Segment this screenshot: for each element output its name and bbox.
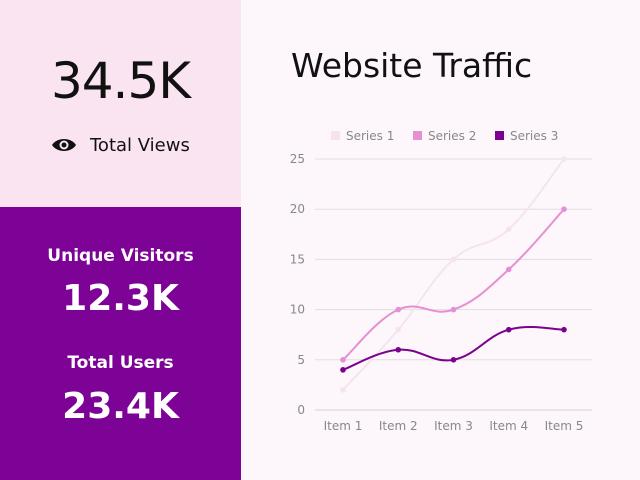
- chart-title: Website Traffic: [291, 46, 533, 85]
- data-point: [395, 306, 402, 313]
- data-point: [561, 326, 567, 333]
- total-users-value: 23.4K: [62, 386, 179, 427]
- data-point: [340, 367, 346, 373]
- legend-label: Series 1: [346, 129, 394, 143]
- y-tick-label: 0: [297, 403, 305, 417]
- unique-visitors-label: Unique Visitors: [47, 246, 194, 266]
- data-point: [505, 226, 512, 233]
- y-tick-label: 5: [297, 353, 305, 367]
- data-point: [450, 357, 457, 363]
- y-tick-label: 10: [290, 303, 305, 317]
- legend-swatch: [331, 131, 340, 140]
- x-tick-label: Item 5: [545, 419, 584, 433]
- visitors-panel: [0, 207, 241, 480]
- data-point: [561, 156, 567, 162]
- x-tick-label: Item 1: [324, 419, 363, 433]
- series-line-2: [342, 208, 565, 361]
- x-tick-label: Item 4: [489, 419, 528, 433]
- data-point: [505, 266, 512, 273]
- data-point: [340, 357, 346, 363]
- x-tick-label: Item 3: [434, 419, 473, 433]
- legend-label: Series 2: [428, 129, 476, 143]
- data-point: [450, 306, 457, 313]
- x-tick-label: Item 2: [379, 419, 418, 433]
- total-views-value: 34.5K: [50, 52, 191, 110]
- eye-icon: [52, 139, 76, 151]
- data-point: [395, 346, 402, 353]
- data-point: [561, 206, 567, 212]
- views-panel: [0, 0, 241, 207]
- data-point: [505, 326, 512, 333]
- legend-label: Series 3: [510, 129, 558, 143]
- data-point: [450, 256, 457, 263]
- total-views-label: Total Views: [90, 134, 190, 156]
- series-line-3: [342, 326, 565, 371]
- unique-visitors-value: 12.3K: [62, 278, 179, 319]
- data-point: [340, 387, 346, 393]
- total-users-label: Total Users: [67, 353, 174, 373]
- total-views-row: Total Views: [50, 133, 190, 157]
- y-tick-label: 20: [290, 202, 305, 216]
- data-point: [395, 326, 402, 333]
- legend-swatch: [495, 131, 504, 140]
- y-tick-label: 15: [290, 252, 305, 266]
- legend-swatch: [413, 131, 422, 140]
- y-tick-label: 25: [290, 152, 305, 166]
